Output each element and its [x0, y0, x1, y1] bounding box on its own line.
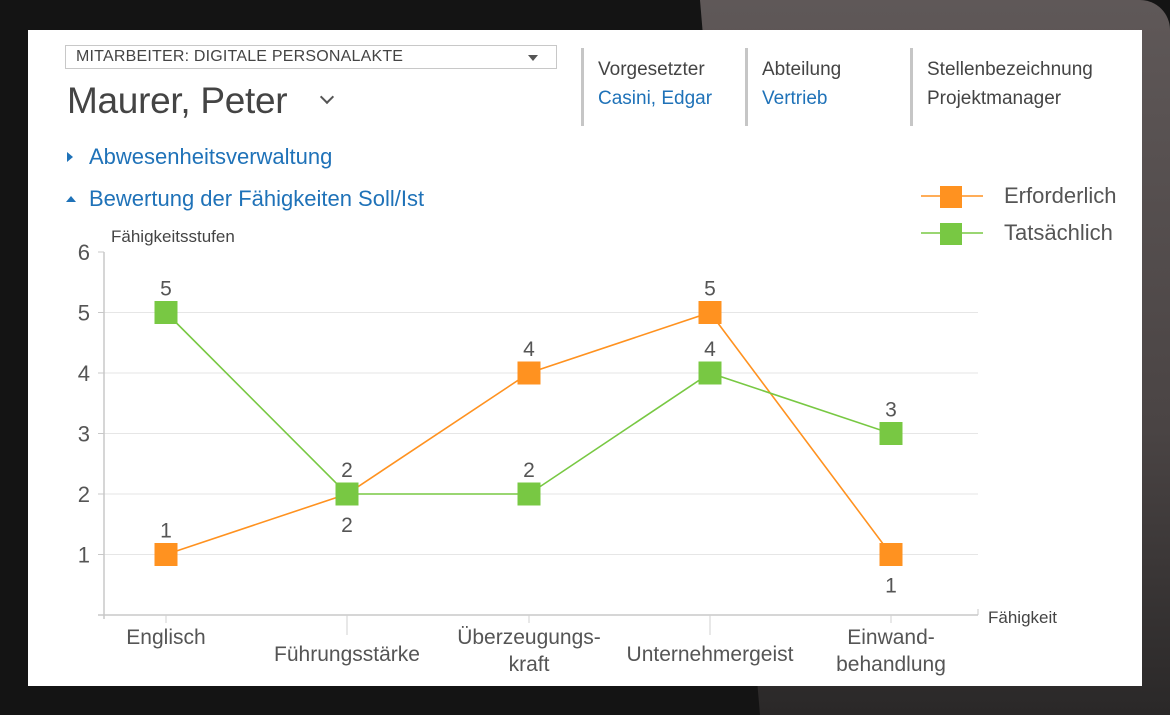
- department-label: Abteilung: [762, 59, 842, 80]
- supervisor-link[interactable]: Casini, Edgar: [598, 88, 713, 109]
- svg-text:2: 2: [341, 514, 353, 537]
- module-dropdown-label: MITARBEITER: DIGITALE PERSONALAKTE: [76, 48, 404, 65]
- svg-text:4: 4: [78, 361, 90, 386]
- svg-text:2: 2: [523, 459, 535, 482]
- svg-text:kraft: kraft: [509, 653, 550, 676]
- employee-name: Maurer, Peter: [67, 80, 288, 121]
- chart-axes: 1 2 3 4 5 6: [78, 240, 979, 635]
- supervisor-label: Vorgesetzter: [598, 59, 705, 80]
- x-axis-title: Fähigkeit: [988, 608, 1057, 627]
- svg-text:4: 4: [704, 338, 716, 361]
- svg-text:Unternehmergeist: Unternehmergeist: [627, 643, 794, 666]
- data-point-square-icon: [154, 301, 178, 324]
- section-absence-management[interactable]: Abwesenheitsverwaltung: [89, 144, 333, 169]
- svg-text:Überzeugungs-: Überzeugungs-: [457, 626, 601, 649]
- collapse-up-icon: [66, 196, 76, 202]
- svg-text:Führungsstärke: Führungsstärke: [274, 643, 420, 666]
- svg-text:Einwand-: Einwand-: [847, 626, 935, 649]
- data-point-square-icon: [154, 543, 178, 566]
- job-title-label: Stellenbezeichnung: [927, 59, 1093, 80]
- divider: [581, 48, 584, 126]
- dropdown-caret-icon: [528, 55, 538, 61]
- legend-required: Erforderlich: [1004, 183, 1117, 208]
- svg-text:1: 1: [160, 520, 172, 543]
- department-link[interactable]: Vertrieb: [762, 88, 828, 109]
- svg-text:3: 3: [78, 422, 90, 447]
- data-point-square-icon: [698, 301, 722, 324]
- legend-actual: Tatsächlich: [1004, 220, 1113, 245]
- legend-markers: [921, 186, 983, 245]
- svg-text:2: 2: [78, 482, 90, 507]
- skills-line-chart: 1 2 3 4 5 6 Englisch Führungsstärke Überzeugung…: [78, 240, 979, 677]
- legend-actual-square-icon: [940, 223, 962, 245]
- data-point-square-icon: [879, 422, 903, 445]
- svg-text:4: 4: [523, 338, 535, 361]
- chart-series: [154, 301, 903, 566]
- section-skills-rating[interactable]: Bewertung der Fähigkeiten Soll/Ist: [89, 186, 425, 211]
- app-screen: MITARBEITER: DIGITALE PERSONALAKTE Maure…: [28, 30, 1142, 686]
- chart-legend: Erforderlich Tatsächlich: [921, 183, 1131, 253]
- data-point-square-icon: [517, 361, 541, 385]
- chart-labels: Englisch Führungsstärke Überzeugungs-kraft…: [126, 278, 946, 677]
- module-dropdown[interactable]: MITARBEITER: DIGITALE PERSONALAKTE: [65, 45, 557, 69]
- divider: [910, 48, 913, 126]
- y-axis-title: Fähigkeitsstufen: [111, 227, 235, 246]
- data-point-square-icon: [879, 543, 903, 566]
- job-title-value: Projektmanager: [927, 88, 1062, 109]
- divider: [745, 48, 748, 126]
- data-point-square-icon: [335, 482, 359, 506]
- svg-text:6: 6: [78, 240, 90, 265]
- chart-gridlines: [104, 312, 978, 555]
- svg-text:1: 1: [78, 543, 90, 568]
- data-point-square-icon: [517, 482, 541, 506]
- svg-text:5: 5: [78, 301, 90, 326]
- data-point-square-icon: [698, 361, 722, 385]
- svg-text:1: 1: [885, 575, 897, 598]
- svg-text:2: 2: [341, 459, 353, 482]
- svg-text:behandlung: behandlung: [836, 653, 946, 676]
- svg-text:5: 5: [704, 278, 716, 301]
- expand-right-icon: [67, 152, 73, 162]
- legend-required-square-icon: [940, 186, 962, 208]
- svg-text:3: 3: [885, 399, 897, 422]
- svg-text:Englisch: Englisch: [126, 626, 205, 649]
- svg-text:5: 5: [160, 278, 172, 301]
